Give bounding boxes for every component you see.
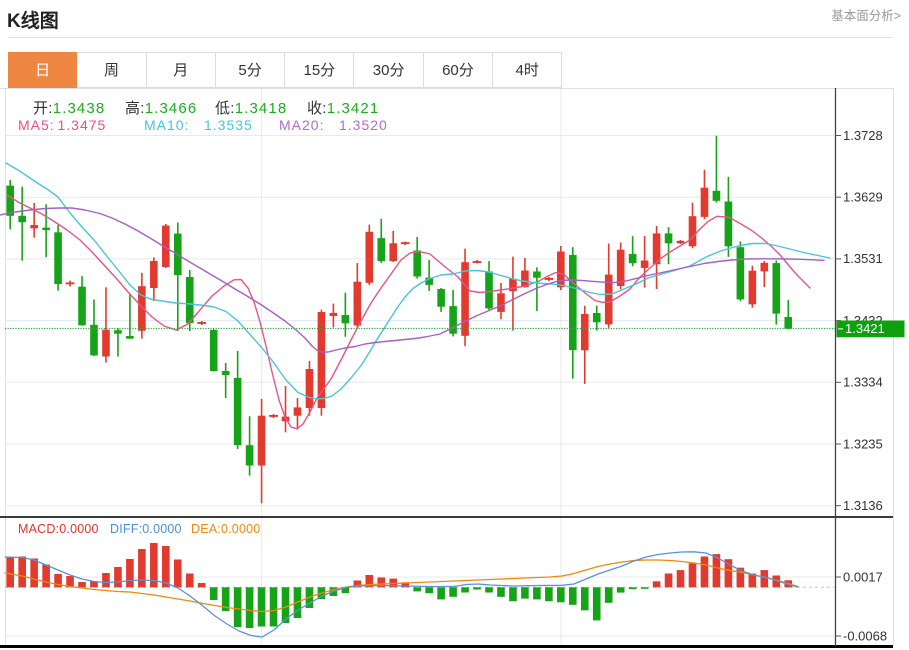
svg-text:1.3136: 1.3136 [843,498,883,513]
svg-text:1.3629: 1.3629 [843,190,883,205]
svg-text:-0.0068: -0.0068 [843,628,887,643]
svg-text:1.3421: 1.3421 [845,321,885,336]
svg-text:1.3235: 1.3235 [843,436,883,451]
svg-text:1.3531: 1.3531 [843,251,883,266]
svg-text:0.0017: 0.0017 [843,569,883,584]
svg-text:1.3334: 1.3334 [843,375,883,390]
svg-text:1.3728: 1.3728 [843,128,883,143]
